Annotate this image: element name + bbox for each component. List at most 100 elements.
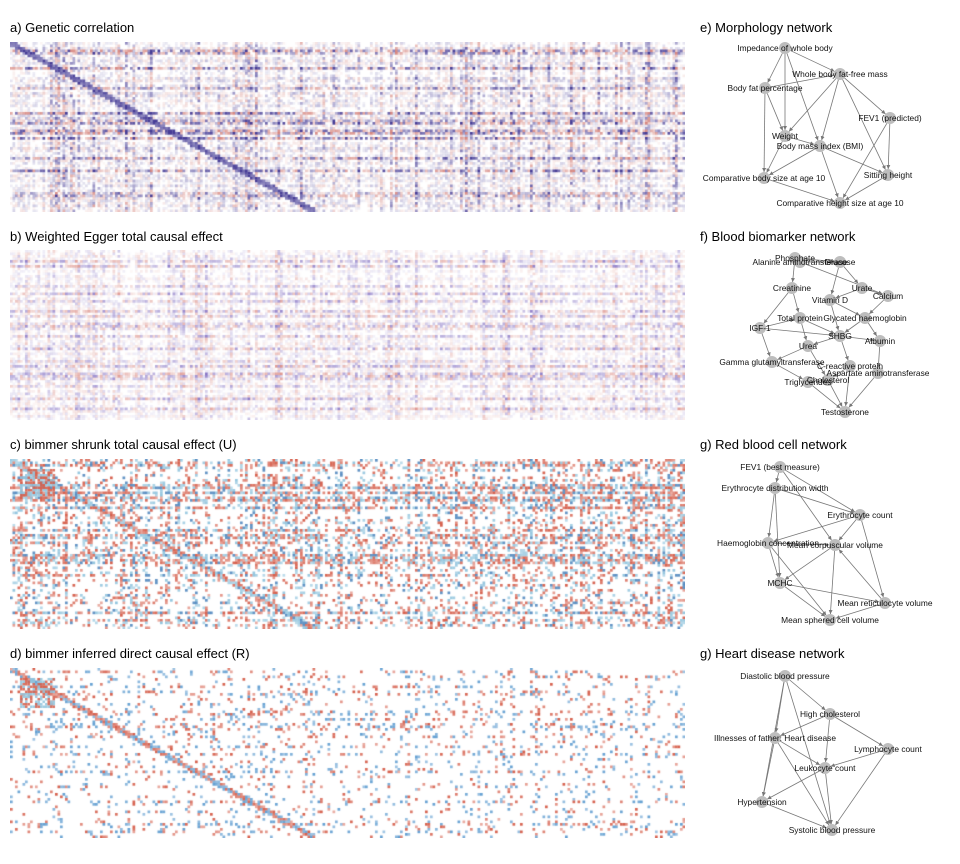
network-node-systolic-blood-pressure (826, 824, 838, 836)
genetic-correlation-heatmap (10, 42, 685, 212)
network-edge (791, 263, 795, 283)
network-edge (867, 322, 878, 337)
network-node-cholesterol (822, 374, 834, 386)
network-label-illnesses-of-father-heart-disease: Illnesses of father: Heart disease (714, 733, 836, 743)
network-node-gamma-glutamyltransferase (766, 356, 778, 368)
network-node-shbg (834, 330, 846, 342)
network-edge (800, 258, 835, 264)
network-edge (821, 151, 839, 198)
network-node-testosterone (839, 406, 851, 418)
network-label-impedance-of-whole-body: Impedance of whole body (737, 43, 833, 53)
network-node-body-fat-percentage (759, 82, 771, 94)
network-label-phosphate: Phosphate (775, 253, 815, 263)
panel-c-title: c) bimmer shrunk total causal effect (U) (10, 437, 237, 452)
network-edge (763, 292, 789, 324)
network-edge (786, 53, 819, 141)
network-label-glycated-haemoglobin: Glycated haemoglobin (823, 313, 907, 323)
network-edge (793, 293, 800, 313)
network-edge (780, 489, 855, 514)
network-edge (777, 364, 803, 380)
network-label-erythrocyte-distribution-width: Erythrocyte distribution width (721, 483, 828, 493)
network-node-high-cholesterol (824, 708, 836, 720)
network-label-vitamin-d: Vitamin D (812, 295, 848, 305)
network-edge (769, 179, 835, 202)
network-label-erythrocyte-count: Erythrocyte count (827, 510, 893, 520)
network-label-triglycerides: Triglycerides (784, 377, 831, 387)
network-label-mean-reticulocyte-volume: Mean reticulocyte volume (838, 598, 933, 608)
network-label-cholesterol: Cholesterol (807, 375, 850, 385)
network-label-diastolic-blood-pressure: Diastolic blood pressure (740, 671, 830, 681)
network-edge (838, 549, 882, 599)
network-label-comparative-body-size-at-age-10: Comparative body size at age 10 (703, 173, 826, 183)
network-edge (848, 377, 875, 408)
network-edge (823, 719, 830, 763)
network-edge (765, 328, 835, 337)
network-label-total-protein: Total protein (777, 313, 823, 323)
network-label-urate: Urate (852, 283, 873, 293)
network-edge (771, 547, 827, 616)
network-label-mean-sphered-cell-volume: Mean sphered cell volume (781, 615, 879, 625)
network-edge (845, 336, 875, 342)
network-edge (805, 263, 883, 295)
panel-f-title: f) Blood biomarker network (700, 229, 856, 244)
network-edge (830, 267, 839, 295)
morphology-network: Impedance of whole body Whole body fat-fr… (700, 38, 955, 218)
network-edge (774, 493, 782, 578)
red-blood-cell-network: FEV1 (best measure) Erythrocyte distribut… (700, 455, 955, 635)
network-node-calcium (882, 290, 894, 302)
network-edge (830, 385, 843, 407)
network-node-triglycerides (802, 376, 814, 388)
network-edge (777, 742, 830, 826)
network-label-shbg: SHBG (828, 331, 852, 341)
network-label-mchc: MCHC (767, 578, 792, 588)
network-label-body-fat-percentage: Body fat percentage (728, 83, 803, 93)
network-node-fev1-predicted (884, 112, 896, 124)
network-label-hypertension: Hypertension (737, 797, 787, 807)
network-edge (767, 53, 783, 83)
network-label-glucose: Glucose (825, 257, 856, 267)
bimmer-direct-effect-heatmap (10, 668, 685, 838)
network-edge (876, 346, 881, 368)
network-label-creatinine: Creatinine (773, 283, 812, 293)
network-label-sitting-height: Sitting height (864, 170, 913, 180)
network-edge (825, 773, 833, 825)
network-node-aspartate-aminotransferase (872, 367, 884, 379)
network-edge (769, 148, 815, 176)
blood-biomarker-network: Phosphate Alanine aminotransferase Glucose… (700, 248, 955, 428)
network-node-lymphocyte-count (882, 743, 894, 755)
network-label-albumin: Albumin (865, 336, 896, 346)
network-node-comparative-height-size-at-age-10 (834, 197, 846, 209)
network-edge (844, 177, 884, 201)
network-node-sitting-height (882, 169, 894, 181)
network-edge (867, 289, 883, 295)
network-edge (841, 341, 849, 361)
network-edge (780, 716, 825, 736)
network-node-leukocyte-count (819, 762, 831, 774)
network-label-calcium: Calcium (873, 291, 903, 301)
network-edge (820, 79, 839, 141)
network-edge (761, 333, 771, 357)
network-edge (786, 681, 831, 825)
network-node-mean-sphered-cell-volume (824, 614, 836, 626)
network-node-mean-corpuscular-volume (829, 539, 841, 551)
network-node-total-protein (794, 312, 806, 324)
network-edge (770, 73, 835, 88)
panel-g1-title: g) Red blood cell network (700, 437, 847, 452)
network-edge (784, 548, 831, 580)
network-label-alanine-aminotransferase: Alanine aminotransferase (753, 257, 848, 267)
heart-disease-network: Diastolic blood pressure High cholesterol… (700, 664, 955, 844)
network-label-aspartate-aminotransferase: Aspartate aminotransferase (827, 368, 930, 378)
panel-d-title: d) bimmer inferred direct causal effect … (10, 646, 250, 661)
network-node-urate (856, 282, 868, 294)
network-edge (834, 716, 884, 747)
network-label-fev1-predicted: FEV1 (predicted) (858, 113, 922, 123)
network-node-alanine-aminotransferase (794, 256, 806, 268)
network-edge (766, 141, 783, 173)
network-node-creatinine (786, 282, 798, 294)
network-edge (830, 750, 883, 768)
network-node-igf-1 (754, 322, 766, 334)
network-label-high-cholesterol: High cholesterol (800, 709, 860, 719)
network-edge (766, 93, 784, 131)
network-edge (844, 77, 886, 115)
network-label-gamma-glutamyltransferase: Gamma glutamyltransferase (719, 357, 825, 367)
